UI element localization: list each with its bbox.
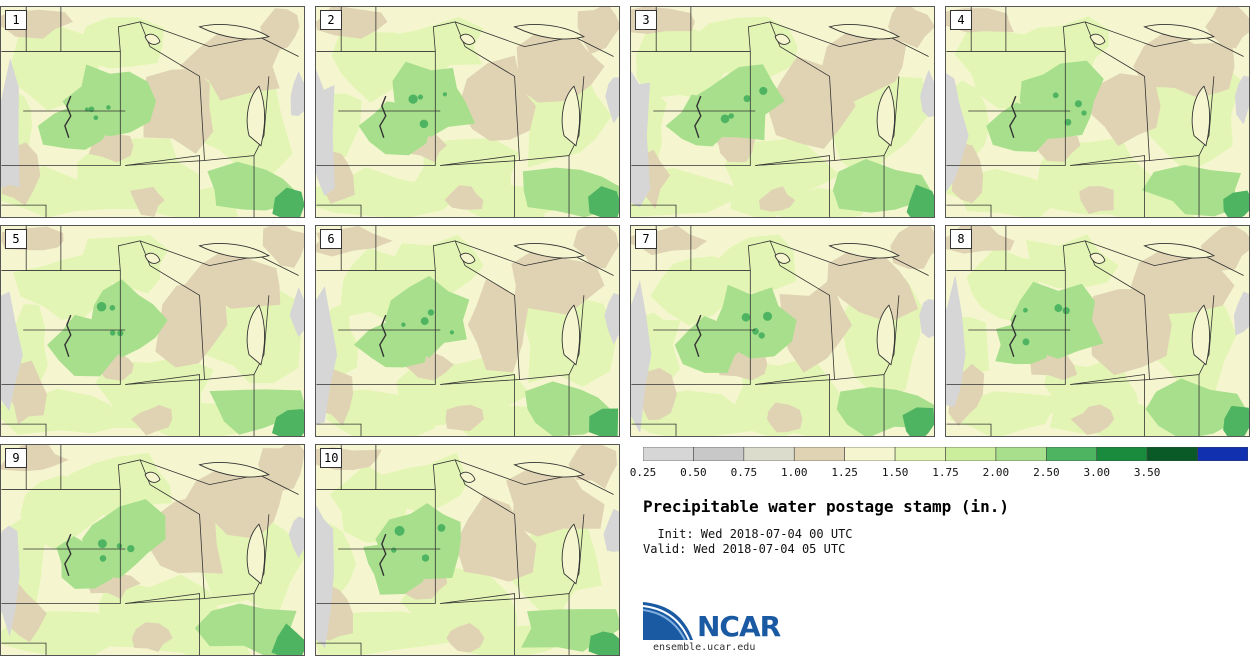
member-panel-8: 8 — [945, 225, 1250, 437]
colorbar — [643, 447, 1248, 461]
member-panel-7: 7 — [630, 225, 935, 437]
member-label: 2 — [320, 10, 342, 30]
member-panel-10: 10 — [315, 444, 620, 656]
member-label: 1 — [5, 10, 27, 30]
member-label: 4 — [950, 10, 972, 30]
colorbar-swatch — [945, 447, 997, 461]
member-label: 8 — [950, 229, 972, 249]
colorbar-swatch — [1197, 447, 1248, 461]
member-label: 10 — [320, 448, 343, 468]
member-label: 5 — [5, 229, 27, 249]
site-url: ensemble.ucar.edu — [653, 642, 756, 653]
colorbar-tick: 1.75 — [932, 466, 959, 479]
colorbar-swatch — [1096, 447, 1148, 461]
init-time: Init: Wed 2018-07-04 00 UTC — [643, 527, 853, 541]
colorbar-tick: 1.50 — [881, 466, 909, 479]
logo-text: NCAR — [697, 610, 781, 643]
member-label: 6 — [320, 229, 342, 249]
member-panel-3: 3 — [630, 6, 935, 218]
member-panel-5: 5 — [0, 225, 305, 437]
colorbar-tick: 2.50 — [1033, 466, 1060, 479]
colorbar-tick: 1.00 — [781, 466, 808, 479]
member-label: 9 — [5, 448, 27, 468]
colorbar-tick: 0.75 — [730, 466, 758, 479]
colorbar-tick: 0.50 — [680, 466, 707, 479]
colorbar-tick: 0.25 — [629, 466, 657, 479]
member-label: 7 — [635, 229, 657, 249]
colorbar-swatch — [743, 447, 795, 461]
valid-time: Valid: Wed 2018-07-04 05 UTC — [643, 542, 846, 556]
colorbar-swatch — [1146, 447, 1198, 461]
chart-title: Precipitable water postage stamp (in.) — [643, 497, 1010, 516]
colorbar-swatch — [995, 447, 1047, 461]
colorbar-swatch — [693, 447, 745, 461]
colorbar-tick: 3.50 — [1133, 466, 1161, 479]
member-label: 3 — [635, 10, 657, 30]
member-panel-2: 2 — [315, 6, 620, 218]
ncar-logo — [643, 602, 693, 641]
colorbar-swatch — [894, 447, 946, 461]
colorbar-tick: 1.25 — [831, 466, 858, 479]
colorbar-swatch — [844, 447, 896, 461]
colorbar-tick: 2.00 — [982, 466, 1010, 479]
member-panel-9: 9 — [0, 444, 305, 656]
member-panel-4: 4 — [945, 6, 1250, 218]
colorbar-swatch — [643, 447, 694, 461]
colorbar-tick: 3.00 — [1083, 466, 1111, 479]
member-panel-6: 6 — [315, 225, 620, 437]
colorbar-swatch — [793, 447, 845, 461]
member-panel-1: 1 — [0, 6, 305, 218]
colorbar-swatch — [1046, 447, 1098, 461]
